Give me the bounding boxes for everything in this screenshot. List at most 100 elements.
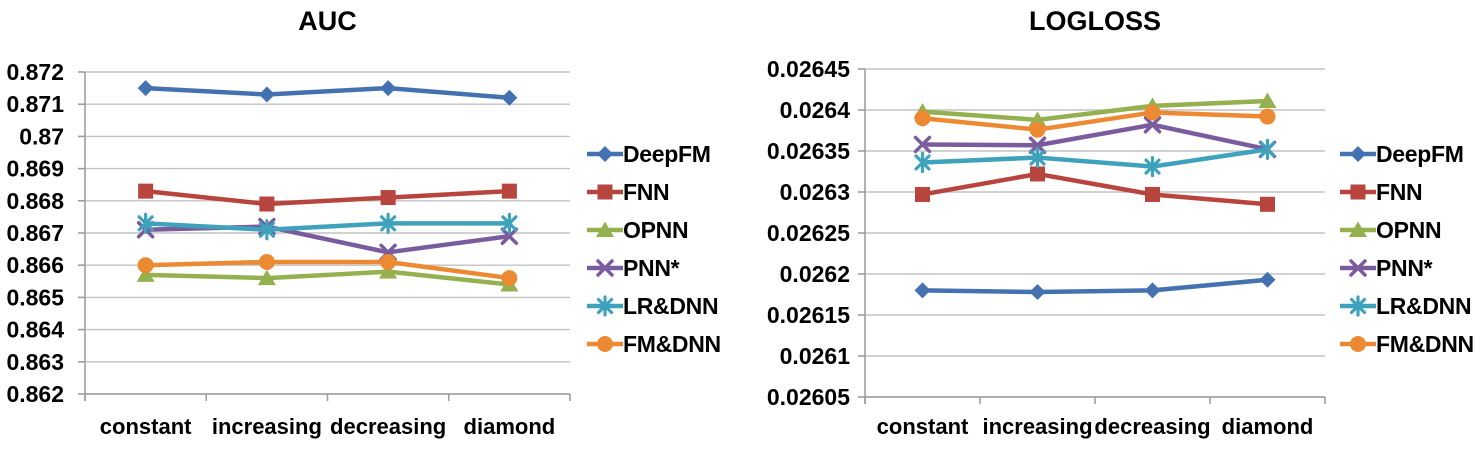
auc-x-label-diamond: diamond [464, 414, 556, 439]
logloss-legend-label-opnn: OPNN [1376, 216, 1442, 243]
auc-point-pnn-diamond [500, 227, 519, 245]
fm-dnn-legend-marker-glyph [597, 336, 613, 352]
deepfm-legend-marker-glyph [1350, 146, 1366, 162]
auc-legend-label-deepfm: DeepFM [623, 140, 711, 167]
triangle-marker-icon [587, 221, 623, 237]
logloss-y-tick-label: 0.0262 [780, 261, 850, 287]
auc-legend-item-pnn: PNN* [587, 254, 721, 281]
auc-x-label-constant: constant [100, 414, 192, 439]
opnn-legend-marker-glyph [1349, 221, 1367, 237]
auc-x-label-increasing: increasing [212, 414, 322, 439]
auc-y-tick-label: 0.865 [6, 284, 64, 310]
logloss-point-lr-dnn-increasing [1029, 146, 1046, 169]
logloss-legend-item-fnn: FNN [1340, 178, 1474, 205]
circle-marker-icon [587, 336, 623, 352]
auc-y-tick-label: 0.862 [6, 381, 64, 407]
auc-legend-label-fm-dnn: FM&DNN [623, 330, 721, 357]
x-marker-icon [587, 259, 623, 277]
auc-point-fnn-constant [138, 183, 154, 199]
logloss-legend-label-lr-dnn: LR&DNN [1376, 292, 1472, 319]
pnn-legend-marker-glyph [596, 259, 614, 277]
logloss-legend-label-fnn: FNN [1376, 178, 1423, 205]
logloss-legend-item-lr-dnn: LR&DNN [1340, 292, 1474, 319]
auc-point-lr-dnn-constant [137, 212, 154, 234]
logloss-x-label-increasing: increasing [982, 414, 1092, 439]
auc-point-fnn-decreasing [380, 190, 396, 206]
logloss-chart-panel: LOGLOSS 0.02645 0.0264 0.02635 0.0263 0.0262… [745, 0, 1483, 458]
auc-point-fm-dnn-decreasing [380, 253, 397, 270]
x-marker-icon [1340, 259, 1376, 277]
logloss-point-fm-dnn-diamond [1259, 108, 1276, 125]
logloss-legend-item-deepfm: DeepFM [1340, 141, 1474, 167]
logloss-series-line-fnn [920, 171, 1270, 207]
auc-series-line-lr-dnn [143, 221, 512, 233]
logloss-point-deepfm-increasing [1029, 284, 1046, 301]
logloss-legend-label-fm-dnn: FM&DNN [1376, 330, 1474, 357]
fnn-legend-marker-glyph [597, 184, 613, 200]
lr-dnn-legend-marker-glyph [1349, 295, 1367, 317]
auc-point-fm-dnn-constant [137, 257, 154, 274]
auc-point-deepfm-decreasing [380, 80, 397, 97]
auc-point-deepfm-diamond [501, 89, 518, 106]
circle-marker-icon [1340, 336, 1376, 352]
diamond-marker-icon [587, 146, 623, 162]
logloss-point-opnn-diamond [1258, 92, 1277, 108]
auc-y-tick-label: 0.867 [6, 220, 64, 246]
auc-point-fnn-diamond [501, 183, 517, 199]
auc-series-line-fm-dnn [143, 259, 512, 281]
auc-point-opnn-decreasing [379, 263, 398, 279]
auc-series-line-pnn [143, 224, 512, 255]
auc-series-line-deepfm [143, 85, 512, 101]
logloss-point-pnn-increasing [1028, 136, 1047, 155]
logloss-x-label-diamond: diamond [1222, 414, 1314, 439]
asterisk-marker-icon [587, 295, 623, 317]
logloss-legend-item-pnn: PNN* [1340, 254, 1474, 281]
auc-point-opnn-constant [136, 266, 155, 282]
logloss-point-lr-dnn-decreasing [1144, 155, 1161, 178]
logloss-point-fm-dnn-increasing [1029, 121, 1046, 138]
logloss-point-fm-dnn-constant [914, 110, 931, 127]
auc-point-lr-dnn-diamond [501, 212, 518, 234]
logloss-plot-area: 0.02645 0.0264 0.02635 0.0263 0.02625 0.0262 0… [767, 56, 1326, 439]
logloss-chart-title: LOGLOSS [1028, 6, 1161, 36]
logloss-y-tick-label: 0.02645 [767, 56, 850, 82]
auc-point-deepfm-increasing [258, 86, 275, 103]
logloss-point-deepfm-diamond [1259, 271, 1276, 288]
logloss-legend-label-pnn: PNN* [1376, 254, 1433, 281]
deepfm-legend-marker-glyph [597, 146, 613, 162]
logloss-legend: DeepFM FNN OPNN PNN* LR&DNN FM&DNN [1340, 141, 1474, 371]
auc-chart-title: AUC [298, 6, 357, 36]
logloss-point-lr-dnn-diamond [1259, 138, 1276, 160]
logloss-x-label-constant: constant [877, 414, 969, 439]
auc-legend-label-pnn: PNN* [623, 254, 680, 281]
lr-dnn-legend-marker-glyph [596, 295, 614, 317]
auc-y-tick-label: 0.87 [19, 123, 64, 149]
auc-legend-label-lr-dnn: LR&DNN [623, 292, 719, 319]
logloss-series-line-pnn [920, 122, 1270, 152]
logloss-y-tick-label: 0.02635 [767, 138, 850, 164]
pnn-legend-marker-glyph [1349, 259, 1367, 277]
auc-point-lr-dnn-increasing [258, 219, 275, 241]
auc-point-lr-dnn-decreasing [380, 212, 397, 234]
auc-y-tick-label: 0.868 [6, 188, 64, 214]
auc-y-tick-label: 0.872 [6, 59, 64, 85]
logloss-point-fnn-increasing [1030, 166, 1045, 182]
logloss-series-line-lr-dnn [920, 147, 1270, 169]
logloss-point-fnn-constant [915, 186, 930, 202]
logloss-legend-item-opnn: OPNN [1340, 216, 1474, 243]
auc-point-fnn-increasing [259, 196, 275, 212]
logloss-point-deepfm-decreasing [1144, 282, 1161, 299]
opnn-legend-marker-glyph [596, 221, 614, 237]
auc-legend: DeepFM FNN OPNN PNN* LR&DNN FM&DNN [587, 140, 721, 371]
logloss-y-tick-label: 0.0264 [780, 97, 851, 123]
fm-dnn-legend-marker-glyph [1350, 336, 1366, 352]
logloss-y-tick-label: 0.02605 [767, 384, 850, 410]
logloss-point-deepfm-constant [914, 282, 931, 299]
auc-legend-item-opnn: OPNN [587, 217, 721, 243]
logloss-series-line-fm-dnn [920, 110, 1270, 132]
auc-point-deepfm-constant [137, 80, 154, 97]
triangle-marker-icon [1340, 221, 1376, 237]
auc-y-tick-label: 0.866 [6, 252, 64, 278]
auc-y-tick-label: 0.864 [6, 317, 64, 343]
logloss-point-pnn-decreasing [1143, 116, 1162, 134]
